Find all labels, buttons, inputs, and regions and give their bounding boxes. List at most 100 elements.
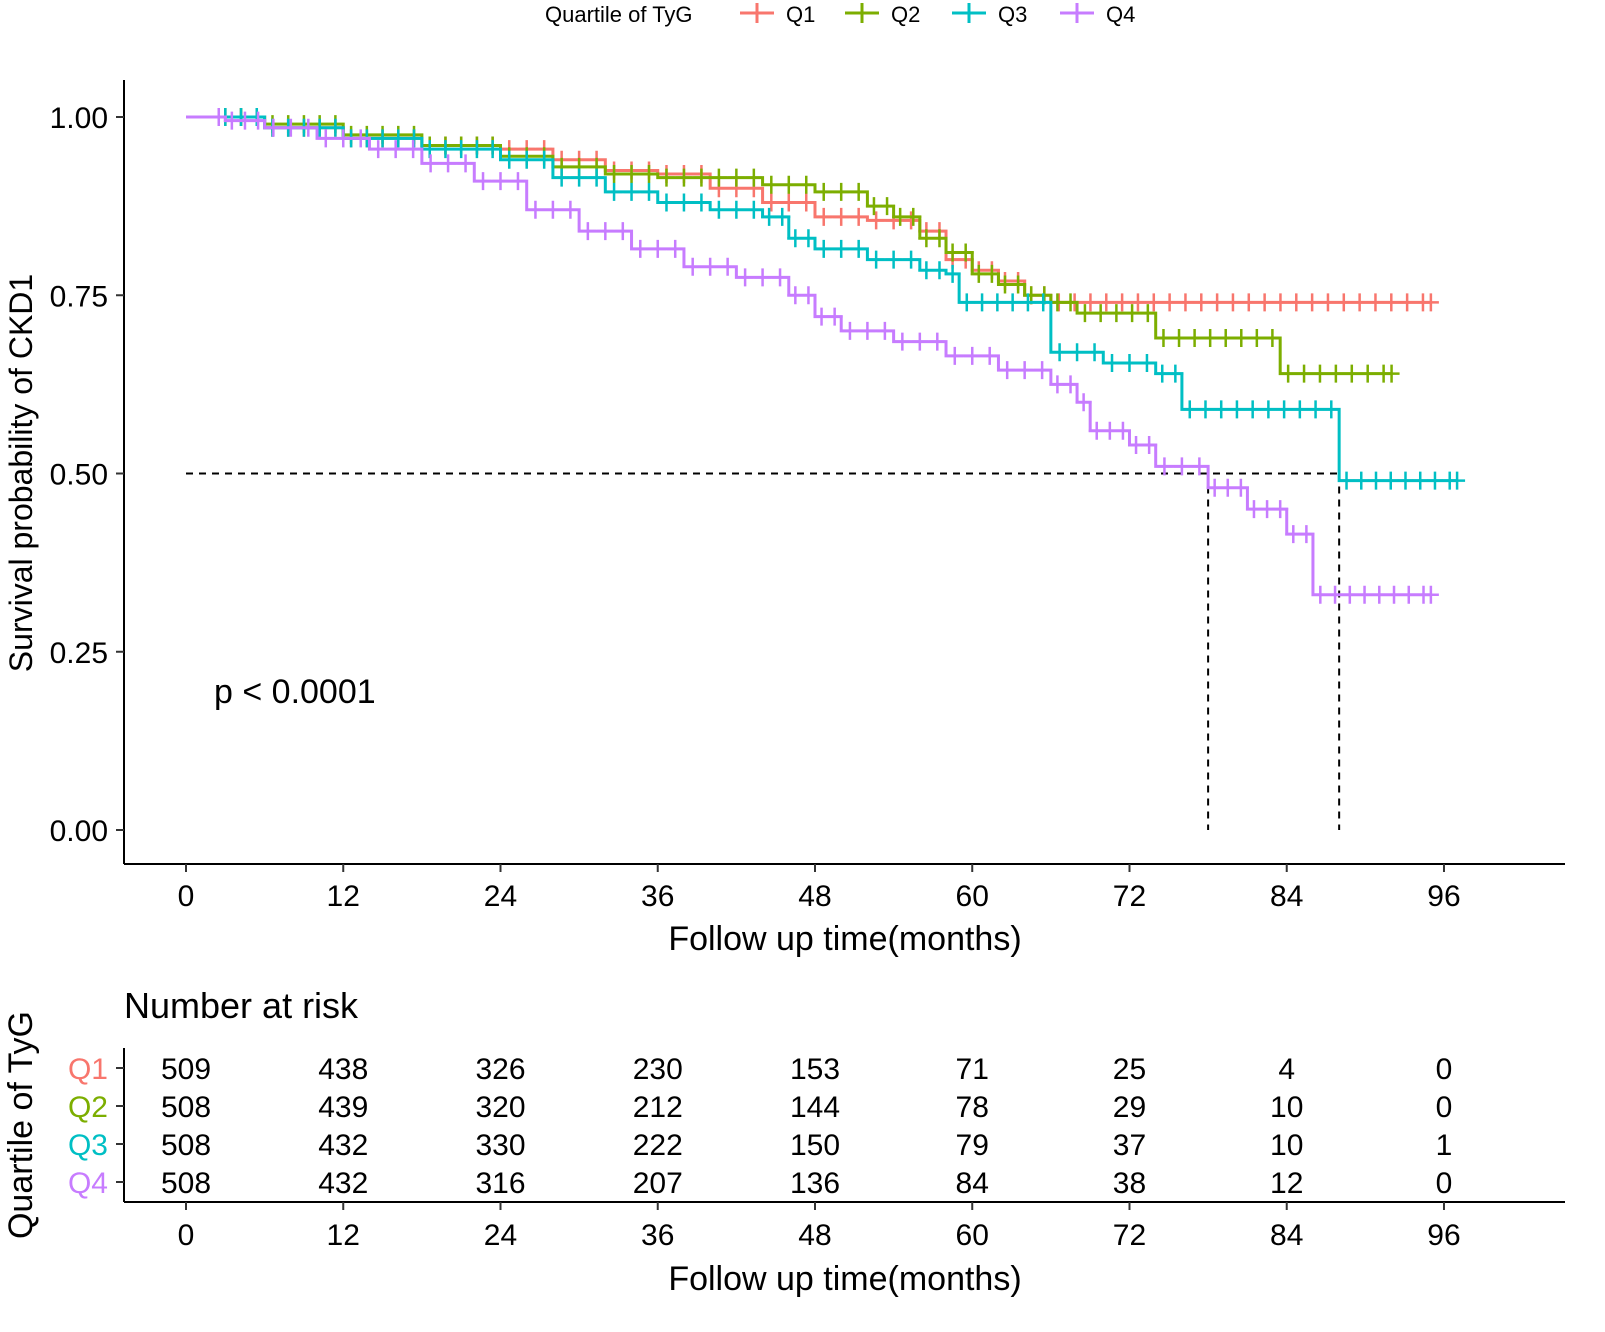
- censor-mark: [1240, 293, 1257, 312]
- risk-x-tick-label: 48: [798, 1219, 831, 1252]
- risk-cell: 330: [475, 1129, 525, 1162]
- censor-mark: [1034, 361, 1051, 380]
- risk-cell: 438: [318, 1053, 368, 1086]
- censor-mark: [958, 293, 975, 312]
- x-tick-label: 24: [484, 880, 517, 913]
- risk-cell: 508: [161, 1091, 211, 1124]
- risk-cell: 0: [1436, 1091, 1453, 1124]
- censor-mark: [579, 222, 596, 241]
- censor-mark: [1104, 353, 1121, 372]
- x-tick-label: 0: [178, 880, 195, 913]
- censor-mark: [1232, 478, 1249, 497]
- censor-mark: [1155, 329, 1172, 348]
- risk-cell: 10: [1270, 1129, 1303, 1162]
- km-curve-Q1: [186, 115, 1431, 304]
- censor-mark: [1086, 343, 1103, 362]
- censor-mark: [815, 239, 832, 258]
- censor-mark: [876, 321, 893, 340]
- censor-mark: [1191, 457, 1208, 476]
- censor-mark: [248, 108, 265, 126]
- censor-mark: [1353, 471, 1370, 490]
- risk-cell: 84: [956, 1167, 989, 1200]
- censor-mark: [544, 200, 561, 219]
- censor-mark: [815, 182, 832, 201]
- censor-mark: [1386, 585, 1403, 604]
- censor-mark: [667, 239, 684, 258]
- censor-mark: [903, 211, 920, 230]
- risk-cell: 71: [956, 1053, 989, 1086]
- p-value-annotation: p < 0.0001: [214, 673, 376, 711]
- censor-mark: [632, 239, 649, 258]
- censor-mark: [1217, 329, 1234, 348]
- censor-mark: [763, 193, 780, 212]
- censor-mark: [1368, 471, 1385, 490]
- censor-mark: [1019, 293, 1036, 312]
- censor-mark: [1145, 293, 1162, 312]
- censor-mark: [989, 293, 1006, 312]
- censor-mark: [1382, 471, 1399, 490]
- censor-mark: [1069, 343, 1086, 362]
- censor-mark: [1449, 471, 1466, 490]
- censor-mark: [946, 346, 963, 365]
- censor-mark: [780, 193, 797, 212]
- risk-x-tick-label: 72: [1113, 1219, 1146, 1252]
- legend-key-Q1: [740, 3, 774, 23]
- censor-mark: [335, 129, 352, 148]
- risk-cell: 509: [161, 1053, 211, 1086]
- censor-mark: [1186, 329, 1203, 348]
- censor-mark: [475, 172, 492, 191]
- risk-table-title: Number at risk: [124, 985, 359, 1026]
- risk-cell: 0: [1436, 1167, 1453, 1200]
- censor-mark: [1264, 329, 1281, 348]
- censor-mark: [536, 150, 553, 169]
- censor-mark: [754, 268, 771, 287]
- censor-mark: [1228, 400, 1245, 419]
- censor-mark: [1098, 293, 1115, 312]
- risk-group-label: Q2: [68, 1091, 108, 1124]
- risk-cell: 508: [161, 1167, 211, 1200]
- censor-mark: [1209, 293, 1226, 312]
- censor-mark: [370, 140, 387, 159]
- censor-mark: [798, 175, 815, 194]
- censor-mark: [894, 332, 911, 351]
- censor-mark: [1280, 364, 1297, 383]
- censor-mark: [1248, 329, 1265, 348]
- censor-mark: [1138, 353, 1155, 372]
- censor-mark: [983, 264, 1000, 283]
- legend-key-Q3: [952, 3, 986, 23]
- censor-mark: [745, 200, 762, 219]
- censor-mark: [1383, 293, 1400, 312]
- censor-mark: [780, 175, 797, 194]
- censor-mark: [265, 118, 282, 137]
- censor-mark: [974, 293, 991, 312]
- censor-mark: [772, 268, 789, 287]
- risk-cell: 508: [161, 1129, 211, 1162]
- censor-mark: [1167, 364, 1184, 383]
- risk-table: Number at risk Quartile of TyG Follow up…: [2, 985, 1565, 1298]
- censor-mark: [957, 243, 974, 262]
- censor-mark: [850, 182, 867, 201]
- risk-x-tick-label: 0: [178, 1219, 195, 1252]
- censor-mark: [527, 200, 544, 219]
- censor-mark: [1327, 364, 1344, 383]
- censor-mark: [1181, 400, 1198, 419]
- risk-cell: 326: [475, 1053, 525, 1086]
- risk-x-tick-label: 12: [327, 1219, 360, 1252]
- censor-mark: [1010, 275, 1027, 294]
- censor-mark: [658, 168, 675, 187]
- risk-cell: 136: [790, 1167, 840, 1200]
- censor-mark: [1343, 364, 1360, 383]
- risk-x-tick-label: 60: [956, 1219, 989, 1252]
- x-tick-label: 60: [956, 880, 989, 913]
- x-tick-label: 96: [1427, 880, 1460, 913]
- censor-mark: [1327, 585, 1344, 604]
- risk-cell: 439: [318, 1091, 368, 1124]
- censor-mark: [1359, 364, 1376, 383]
- censor-mark: [1341, 585, 1358, 604]
- censor-mark: [1161, 293, 1178, 312]
- censor-mark: [1202, 329, 1219, 348]
- censor-mark: [1177, 293, 1194, 312]
- censor-mark: [1335, 293, 1352, 312]
- censor-mark: [1422, 585, 1439, 604]
- censor-mark: [833, 182, 850, 201]
